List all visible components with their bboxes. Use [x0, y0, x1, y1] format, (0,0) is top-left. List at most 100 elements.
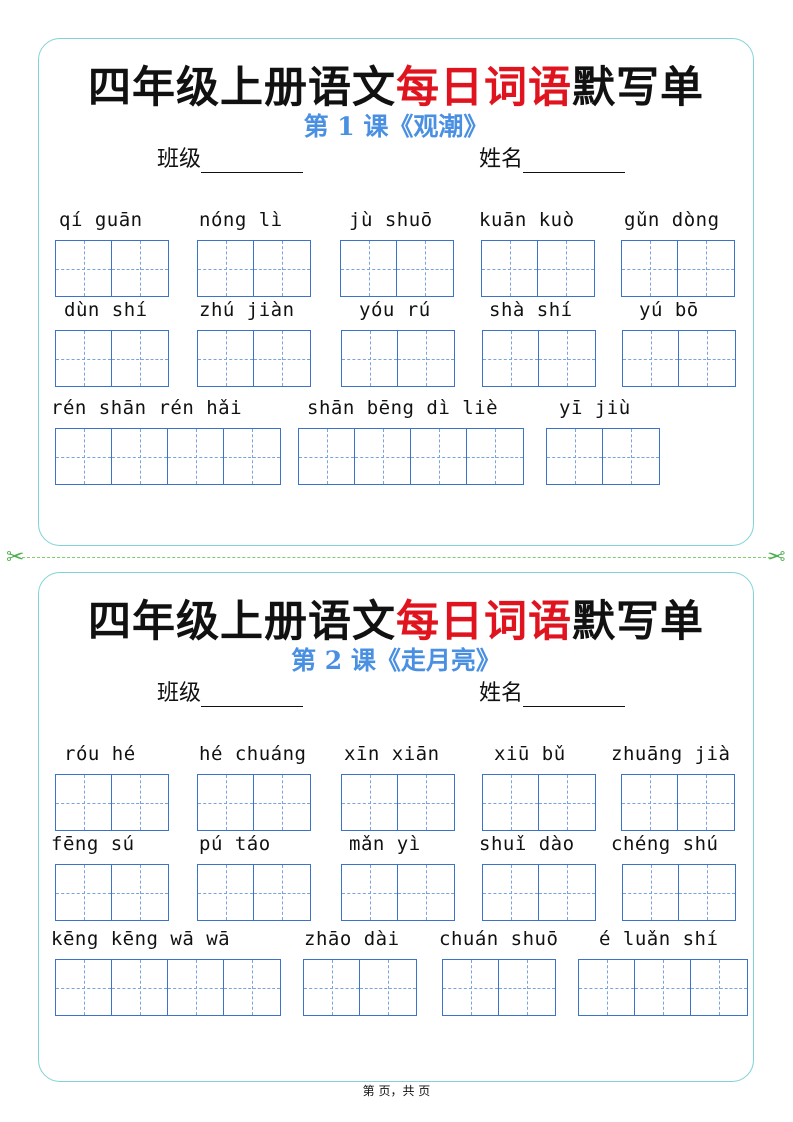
tianzige-cell[interactable] — [198, 865, 254, 920]
pinyin-label: zhāo dài — [304, 928, 400, 950]
tianzige-cell[interactable] — [254, 865, 310, 920]
tianzige-cell[interactable] — [398, 331, 454, 386]
tianzige-cell[interactable] — [112, 775, 168, 830]
name-blank[interactable] — [523, 150, 626, 173]
tianzige-cell[interactable] — [539, 331, 595, 386]
writing-grid — [55, 959, 281, 1016]
tianzige-cell[interactable] — [467, 429, 523, 484]
tianzige-cell[interactable] — [482, 241, 538, 296]
title-prefix: 四年级上册语文 — [88, 597, 396, 647]
tianzige-cell[interactable] — [623, 865, 679, 920]
tianzige-cell[interactable] — [198, 241, 254, 296]
tianzige-cell[interactable] — [579, 960, 635, 1015]
writing-grid — [622, 330, 736, 387]
name-field[interactable]: 姓名 — [479, 141, 626, 173]
tianzige-cell[interactable] — [168, 960, 224, 1015]
writing-grid — [341, 774, 455, 831]
tianzige-cell[interactable] — [360, 960, 416, 1015]
class-label: 班级 — [157, 681, 202, 706]
title-highlight: 每日词语 — [396, 597, 572, 647]
tianzige-cell[interactable] — [397, 241, 453, 296]
writing-grid — [298, 428, 524, 485]
tianzige-cell[interactable] — [603, 429, 659, 484]
tianzige-cell[interactable] — [112, 331, 168, 386]
tianzige-cell[interactable] — [679, 865, 735, 920]
tianzige-cell[interactable] — [679, 331, 735, 386]
tianzige-cell[interactable] — [539, 775, 595, 830]
tianzige-cell[interactable] — [304, 960, 360, 1015]
tianzige-cell[interactable] — [547, 429, 603, 484]
tianzige-cell[interactable] — [623, 331, 679, 386]
tianzige-cell[interactable] — [483, 865, 539, 920]
pinyin-label: kēng kēng wā wā — [51, 928, 231, 950]
tianzige-cell[interactable] — [411, 429, 467, 484]
pinyin-label: hé chuáng — [199, 743, 307, 765]
tianzige-cell[interactable] — [355, 429, 411, 484]
tianzige-cell[interactable] — [254, 775, 310, 830]
name-blank[interactable] — [523, 684, 626, 707]
pinyin-label: shà shí — [489, 299, 573, 321]
tianzige-cell[interactable] — [112, 429, 168, 484]
class-blank[interactable] — [201, 684, 304, 707]
tianzige-cell[interactable] — [198, 775, 254, 830]
writing-grid — [197, 864, 311, 921]
tianzige-cell[interactable] — [398, 865, 454, 920]
tianzige-cell[interactable] — [299, 429, 355, 484]
title-highlight: 每日词语 — [396, 63, 572, 113]
tianzige-cell[interactable] — [224, 429, 280, 484]
tianzige-cell[interactable] — [539, 865, 595, 920]
tianzige-cell[interactable] — [483, 331, 539, 386]
name-field[interactable]: 姓名 — [479, 675, 626, 707]
tianzige-cell[interactable] — [254, 241, 310, 296]
tianzige-cell[interactable] — [342, 865, 398, 920]
class-blank[interactable] — [201, 150, 304, 173]
page-footer: 第 页，共 页 — [362, 1084, 431, 1098]
tianzige-cell[interactable] — [112, 960, 168, 1015]
pinyin-label: jù shuō — [349, 209, 433, 231]
pinyin-label: dùn shí — [64, 299, 148, 321]
tianzige-cell[interactable] — [56, 960, 112, 1015]
tianzige-cell[interactable] — [198, 331, 254, 386]
tianzige-cell[interactable] — [443, 960, 499, 1015]
tianzige-cell[interactable] — [112, 865, 168, 920]
tianzige-cell[interactable] — [678, 775, 734, 830]
name-label: 姓名 — [479, 147, 524, 172]
tianzige-cell[interactable] — [168, 429, 224, 484]
tianzige-cell[interactable] — [622, 241, 678, 296]
tianzige-cell[interactable] — [56, 429, 112, 484]
pinyin-label: zhú jiàn — [199, 299, 295, 321]
tianzige-cell[interactable] — [56, 775, 112, 830]
writing-grid — [481, 240, 595, 297]
tianzige-cell[interactable] — [499, 960, 555, 1015]
lesson-title: 第 1 课《观潮》 — [303, 112, 489, 141]
tianzige-cell[interactable] — [342, 331, 398, 386]
writing-grid — [55, 428, 281, 485]
tianzige-cell[interactable] — [342, 775, 398, 830]
pinyin-label: kuān kuò — [479, 209, 575, 231]
class-field[interactable]: 班级 — [157, 675, 304, 707]
tianzige-cell[interactable] — [254, 331, 310, 386]
tianzige-cell[interactable] — [398, 775, 454, 830]
tianzige-cell[interactable] — [112, 241, 168, 296]
tianzige-cell[interactable] — [678, 241, 734, 296]
writing-grid — [621, 774, 735, 831]
class-field[interactable]: 班级 — [157, 141, 304, 173]
tianzige-cell[interactable] — [622, 775, 678, 830]
cut-line — [22, 557, 771, 558]
writing-grid — [55, 864, 169, 921]
tianzige-cell[interactable] — [56, 865, 112, 920]
tianzige-cell[interactable] — [691, 960, 747, 1015]
pinyin-label: yóu rú — [359, 299, 431, 321]
tianzige-cell[interactable] — [56, 331, 112, 386]
worksheet-card: 四年级上册语文每日词语默写单 第 2 课《走月亮》 班级 姓名 róu hé hé … — [38, 572, 754, 1082]
tianzige-cell[interactable] — [224, 960, 280, 1015]
tianzige-cell[interactable] — [635, 960, 691, 1015]
pinyin-label: mǎn yì — [349, 833, 421, 855]
tianzige-cell[interactable] — [56, 241, 112, 296]
tianzige-cell[interactable] — [341, 241, 397, 296]
pinyin-label: chuán shuō — [439, 928, 559, 950]
pinyin-label: é luǎn shí — [599, 928, 719, 950]
writing-grid — [341, 330, 455, 387]
tianzige-cell[interactable] — [483, 775, 539, 830]
tianzige-cell[interactable] — [538, 241, 594, 296]
